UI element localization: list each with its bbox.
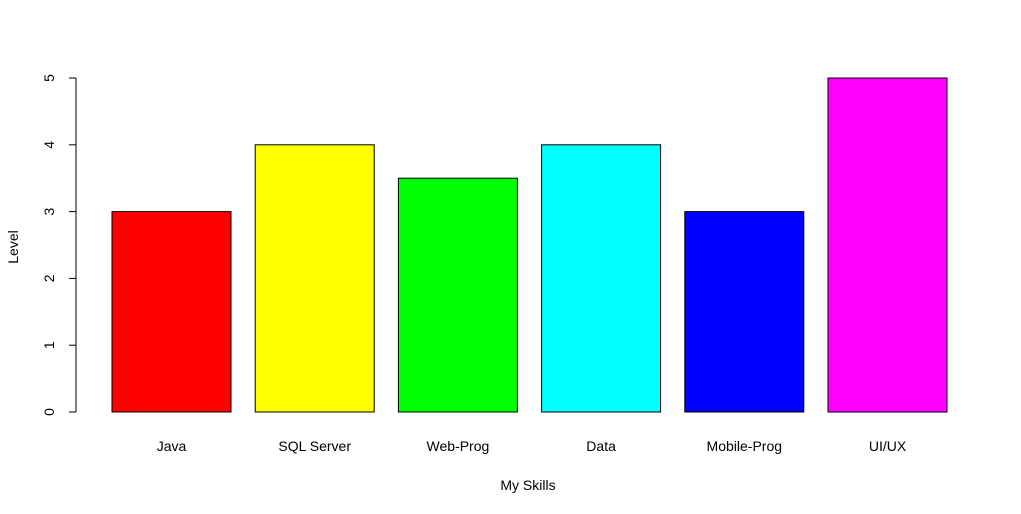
y-tick-label: 3 [41,207,57,215]
x-tick-label: Web-Prog [427,438,490,454]
bar-ui-ux [827,77,948,413]
x-tick-labels: Java SQL Server Web-Prog Data Mobile-Prog UI/… [157,438,907,454]
y-tick-label: 0 [41,408,57,416]
bars [111,77,948,413]
bar-mobile-prog [684,211,805,413]
y-tick-label: 4 [41,141,57,149]
x-tick-label: Mobile-Prog [707,438,782,454]
x-tick-label: Java [157,438,187,454]
y-tick-label: 1 [41,341,57,349]
y-axis: 0 1 2 3 4 5 [41,74,77,416]
x-axis-title: My Skills [500,477,555,493]
bar-data [541,144,662,413]
x-tick-label: UI/UX [869,438,907,454]
y-axis-title: Level [5,230,21,263]
bar-sql-server [254,144,375,413]
x-tick-label: Data [586,438,616,454]
x-tick-label: SQL Server [278,438,351,454]
bar-java [111,211,232,413]
bar-web-prog [397,177,518,413]
y-tick-label: 5 [41,74,57,82]
y-tick-label: 2 [41,274,57,282]
